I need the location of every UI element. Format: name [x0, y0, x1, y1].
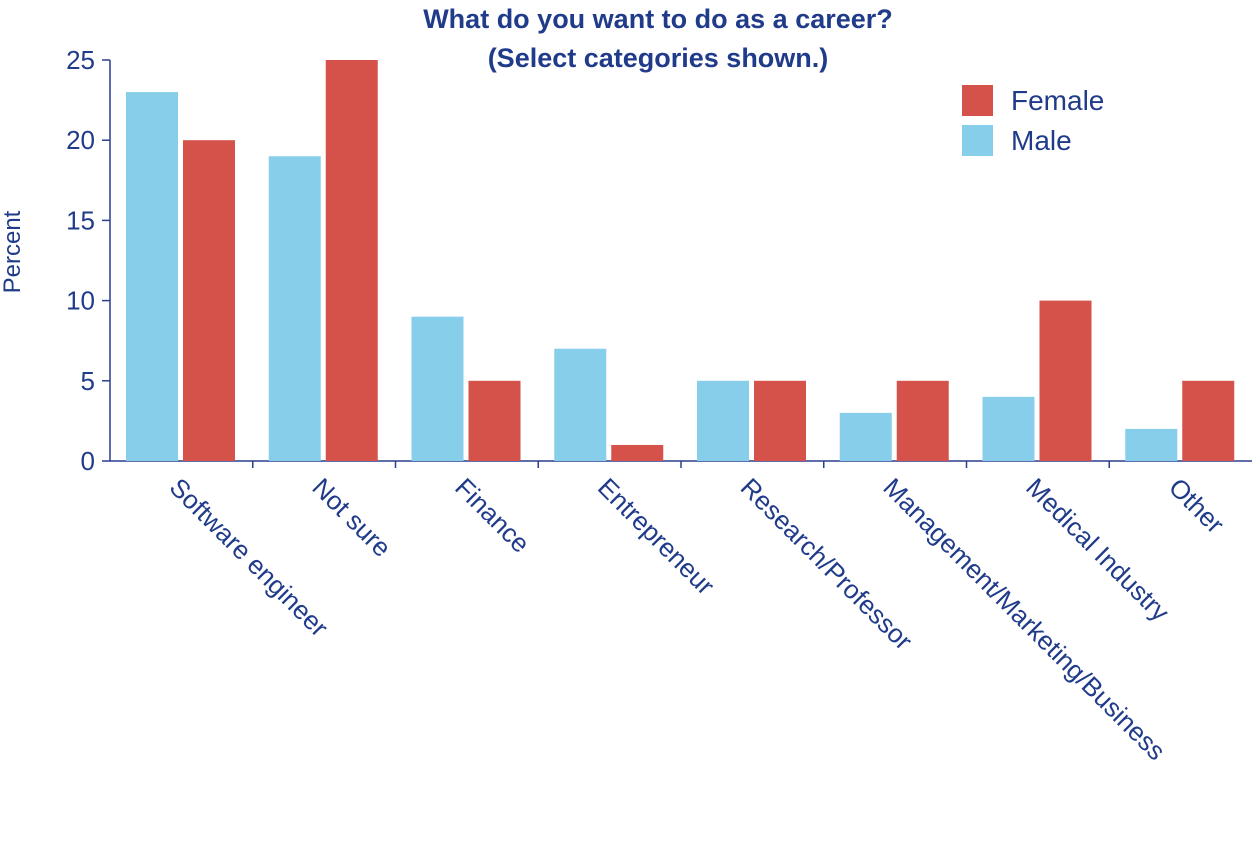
- y-tick-label: 5: [81, 366, 95, 396]
- bar-female: [896, 380, 949, 461]
- y-tick-label: 0: [81, 446, 95, 476]
- x-category-label: Software engineer: [164, 472, 335, 643]
- y-tick-label: 10: [66, 286, 95, 316]
- legend-swatch-female: [962, 85, 993, 116]
- x-category-label: Finance: [449, 472, 536, 559]
- legend-label-male: Male: [1011, 125, 1072, 156]
- bar-male: [126, 92, 178, 461]
- legend: Female Male: [962, 85, 1104, 156]
- x-category-label: Not sure: [307, 472, 398, 563]
- x-category-label: Management/Marketing/Business: [878, 472, 1172, 766]
- y-axis-label: Percent: [0, 210, 26, 293]
- bar-male: [411, 316, 464, 461]
- bar-female: [468, 380, 521, 461]
- bar-female: [1039, 300, 1092, 461]
- x-category-label: Other: [1163, 472, 1230, 539]
- bar-male: [982, 396, 1035, 461]
- bar-female: [754, 380, 806, 461]
- bar-female: [183, 140, 235, 461]
- chart-subtitle: (Select categories shown.): [488, 43, 829, 73]
- legend-label-female: Female: [1011, 85, 1104, 116]
- bar-female: [611, 444, 664, 461]
- bar-female: [1182, 380, 1235, 461]
- y-tick-label: 25: [66, 45, 95, 75]
- legend-swatch-male: [962, 125, 993, 156]
- bar-male: [839, 412, 892, 461]
- bar-male: [1125, 428, 1178, 461]
- bar-female: [325, 60, 378, 461]
- bars-group: [126, 60, 1235, 462]
- x-category-label: Entrepreneur: [592, 472, 721, 601]
- bar-male: [554, 348, 607, 461]
- y-tick-label: 15: [66, 205, 95, 235]
- bar-male: [697, 380, 749, 461]
- y-ticks-group: 0 5 10 15 20 25: [66, 45, 110, 476]
- chart-title: What do you want to do as a career?: [423, 4, 893, 34]
- y-tick-label: 20: [66, 125, 95, 155]
- bar-male: [268, 156, 321, 462]
- x-category-label: Medical Industry: [1020, 472, 1175, 627]
